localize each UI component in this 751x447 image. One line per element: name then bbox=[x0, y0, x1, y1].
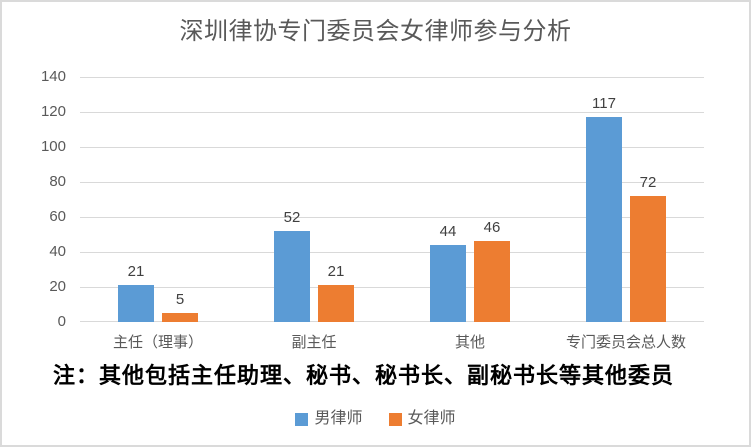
gridline-y100 bbox=[80, 146, 704, 148]
bar-男律师-其他 bbox=[430, 245, 466, 322]
gridline-y120 bbox=[80, 111, 704, 113]
legend-swatch-icon bbox=[388, 412, 402, 426]
bar-女律师-其他 bbox=[474, 241, 510, 322]
bar-女律师-主任（理事） bbox=[162, 313, 198, 322]
value-label: 5 bbox=[175, 291, 185, 308]
bar-女律师-副主任 bbox=[318, 285, 354, 322]
x-tick-label: 主任（理事） bbox=[112, 334, 203, 351]
gridline-y20 bbox=[80, 286, 704, 288]
x-axis-labels: 主任（理事） 副主任 其他 专门委员会总人数 bbox=[80, 333, 704, 355]
bar-女律师-专门委员会总人数 bbox=[630, 196, 666, 322]
y-tick-label: 80 bbox=[49, 173, 66, 190]
bar-男律师-专门委员会总人数 bbox=[586, 117, 622, 322]
y-axis-labels: 0 20 40 60 80 100 120 140 bbox=[2, 68, 66, 330]
value-label: 117 bbox=[592, 95, 616, 112]
bar-男律师-副主任 bbox=[274, 231, 310, 322]
y-tick-label: 40 bbox=[49, 243, 66, 260]
legend-swatch-icon bbox=[295, 412, 309, 426]
legend-label: 女律师 bbox=[407, 410, 456, 427]
gridline-y140 bbox=[80, 76, 704, 78]
value-label: 44 bbox=[439, 223, 457, 240]
y-tick-label: 20 bbox=[49, 278, 66, 295]
bar-男律师-主任（理事） bbox=[118, 285, 154, 322]
y-tick-label: 120 bbox=[40, 103, 66, 120]
y-tick-label: 0 bbox=[57, 313, 66, 330]
value-label: 46 bbox=[483, 219, 501, 236]
x-tick-label: 其他 bbox=[454, 334, 485, 351]
value-label: 21 bbox=[127, 263, 145, 280]
value-label: 52 bbox=[283, 209, 301, 226]
value-label: 72 bbox=[639, 174, 657, 191]
gridline-y0 bbox=[80, 321, 704, 322]
legend-item-男律师: 男律师 bbox=[295, 409, 363, 429]
y-tick-label: 60 bbox=[49, 208, 66, 225]
legend: 男律师 女律师 bbox=[2, 408, 749, 430]
chart-title: 深圳律协专门委员会女律师参与分析 bbox=[179, 18, 572, 45]
gridline-y40 bbox=[80, 251, 704, 253]
x-tick-label: 副主任 bbox=[291, 334, 337, 351]
legend-label: 男律师 bbox=[314, 410, 363, 427]
x-tick-label: 专门委员会总人数 bbox=[565, 334, 686, 351]
y-tick-label: 100 bbox=[40, 138, 66, 155]
gridline-y80 bbox=[80, 181, 704, 183]
plot-area: 21 5 52 21 44 46 117 72 bbox=[80, 76, 704, 322]
value-label: 21 bbox=[327, 263, 345, 280]
footnote: 注：其他包括主任助理、秘书、秘书长、副秘书长等其他委员 bbox=[53, 363, 675, 388]
y-tick-label: 140 bbox=[40, 68, 66, 85]
legend-item-女律师: 女律师 bbox=[388, 409, 456, 429]
gridline-y60 bbox=[80, 216, 704, 218]
